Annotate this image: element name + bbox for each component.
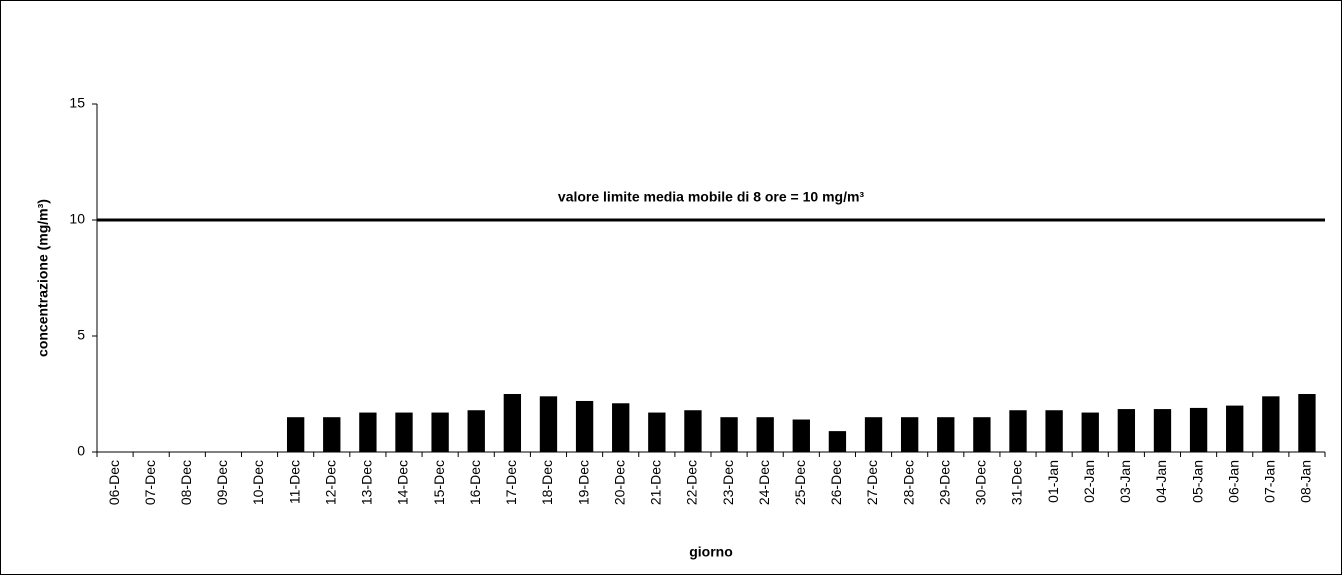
bar (503, 394, 522, 452)
bar (575, 400, 594, 452)
bar (1045, 410, 1063, 452)
bar (359, 412, 377, 452)
x-tick-label: 18-Dec (539, 460, 555, 505)
bar (900, 417, 919, 452)
bar (431, 412, 449, 452)
x-tick-label: 17-Dec (503, 460, 519, 505)
bar (720, 417, 738, 452)
y-axis-title: concentrazione (mg/m³) (35, 199, 51, 357)
x-tick-label: 07-Dec (142, 460, 158, 505)
x-tick-label: 06-Jan (1225, 460, 1241, 503)
x-tick-label: 24-Dec (756, 460, 772, 505)
x-tick-label: 05-Jan (1189, 460, 1205, 503)
y-tick-label: 0 (77, 443, 85, 459)
bar (937, 417, 955, 452)
bar (1117, 409, 1136, 452)
bar (395, 412, 413, 452)
x-tick-label: 04-Jan (1153, 460, 1169, 503)
bar (1226, 405, 1244, 452)
bar (1298, 394, 1316, 452)
x-tick-label: 28-Dec (900, 460, 916, 505)
x-tick-label: 13-Dec (359, 460, 375, 505)
bar (828, 431, 847, 452)
x-axis-title: giorno (689, 544, 733, 560)
bar (973, 417, 991, 452)
annotation: valore limite media mobile di 8 ore = 10… (558, 189, 864, 205)
x-tick-label: 30-Dec (973, 460, 989, 505)
y-tick-label: 10 (69, 211, 85, 227)
x-tick-label: 21-Dec (648, 460, 664, 505)
bar (286, 417, 305, 452)
x-tick-label: 25-Dec (792, 460, 808, 505)
x-tick-label: 08-Jan (1298, 460, 1314, 503)
bar (756, 417, 774, 452)
x-tick-label: 27-Dec (864, 460, 880, 505)
bar (612, 403, 630, 452)
bar (323, 417, 341, 452)
bar (1262, 396, 1280, 452)
x-tick-label: 10-Dec (250, 460, 266, 505)
x-tick-label: 15-Dec (431, 460, 447, 505)
x-tick-label: 09-Dec (214, 460, 230, 505)
x-tick-label: 12-Dec (322, 460, 338, 505)
x-tick-label: 08-Dec (178, 460, 194, 505)
x-tick-label: 14-Dec (395, 460, 411, 505)
x-tick-label: 23-Dec (720, 460, 736, 505)
bar (648, 412, 666, 452)
bar (792, 419, 810, 452)
x-tick-label: 07-Jan (1262, 460, 1278, 503)
x-tick-label: 16-Dec (467, 460, 483, 505)
x-tick-label: 31-Dec (1009, 460, 1025, 505)
x-tick-label: 29-Dec (936, 460, 952, 505)
x-tick-label: 02-Jan (1081, 460, 1097, 503)
x-tick-label: 11-Dec (286, 460, 302, 504)
bar (1081, 412, 1099, 452)
bar (1153, 409, 1172, 452)
x-tick-label: 03-Jan (1117, 460, 1133, 503)
bar (1009, 410, 1027, 452)
x-tick-label: 06-Dec (106, 460, 122, 505)
y-tick-label: 15 (69, 95, 85, 111)
y-tick-label: 5 (77, 327, 85, 343)
bar (539, 396, 558, 452)
x-tick-label: 20-Dec (611, 460, 627, 505)
bar (1189, 407, 1208, 452)
x-tick-label: 26-Dec (828, 460, 844, 505)
x-tick-label: 19-Dec (575, 460, 591, 505)
bar (684, 410, 702, 452)
x-tick-label: 01-Jan (1045, 460, 1061, 503)
bar (864, 417, 883, 452)
x-tick-label: 22-Dec (684, 460, 700, 505)
bar (467, 410, 485, 452)
